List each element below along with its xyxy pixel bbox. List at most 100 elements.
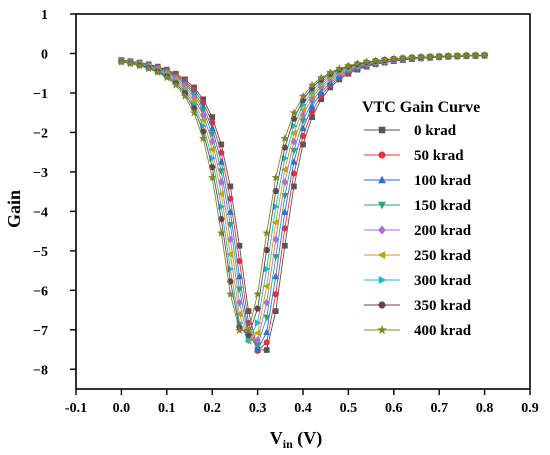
data-point xyxy=(425,51,435,61)
data-point xyxy=(291,183,297,190)
data-point xyxy=(254,305,262,312)
legend-marker xyxy=(377,201,387,210)
data-point xyxy=(208,145,216,153)
data-point xyxy=(398,53,408,62)
data-point xyxy=(281,208,289,215)
legend-label: 150 krad xyxy=(414,198,472,214)
data-point xyxy=(263,347,270,353)
data-point xyxy=(389,54,399,63)
legend-item: 150 krad xyxy=(364,198,472,214)
data-point xyxy=(343,61,353,70)
y-tick-label: −8 xyxy=(33,363,48,378)
series-layer xyxy=(116,50,490,354)
data-point xyxy=(116,57,126,66)
legend-label: 0 krad xyxy=(414,123,457,139)
data-point xyxy=(308,102,316,110)
legend-marker xyxy=(378,225,386,235)
data-point xyxy=(334,63,344,73)
data-point xyxy=(353,58,362,68)
x-tick-label: 0.6 xyxy=(385,401,403,416)
legend-label: 100 krad xyxy=(414,173,472,189)
legend-item: 250 krad xyxy=(364,248,472,264)
data-point xyxy=(198,133,208,143)
data-point xyxy=(271,219,279,227)
legend-label: 350 krad xyxy=(414,298,472,314)
data-point xyxy=(135,61,144,70)
data-point xyxy=(434,51,444,61)
legend-label: 250 krad xyxy=(414,248,472,264)
data-point xyxy=(217,168,225,176)
data-point xyxy=(208,164,216,171)
data-point xyxy=(162,73,172,82)
data-point xyxy=(416,52,426,61)
y-tick-label: −1 xyxy=(33,87,48,102)
data-point xyxy=(452,51,462,60)
y-axis-title: Gain xyxy=(4,190,24,228)
legend-marker xyxy=(378,126,386,134)
data-point xyxy=(171,80,181,90)
data-point xyxy=(254,319,262,327)
data-point xyxy=(480,50,490,59)
data-point xyxy=(208,131,216,139)
data-point xyxy=(299,106,306,114)
data-point xyxy=(325,67,335,77)
data-point xyxy=(272,254,280,261)
legend-label: 200 krad xyxy=(414,223,472,239)
data-point xyxy=(144,63,154,73)
data-point xyxy=(407,52,417,62)
data-point xyxy=(217,190,225,198)
data-point xyxy=(316,73,326,82)
data-point xyxy=(226,250,234,258)
legend-item: 350 krad xyxy=(364,298,472,314)
x-axis-title-main: V xyxy=(270,428,283,448)
data-point xyxy=(290,157,298,165)
data-point xyxy=(189,108,199,117)
data-point xyxy=(262,282,270,290)
data-point xyxy=(443,51,453,60)
legend: VTC Gain Curve 0 krad 50 krad 100 krad 150 k… xyxy=(362,99,480,339)
data-point xyxy=(462,50,471,60)
legend-item: 100 krad xyxy=(364,173,472,189)
data-point xyxy=(362,57,371,66)
legend-title: VTC Gain Curve xyxy=(362,99,480,116)
data-point xyxy=(236,258,243,265)
data-point xyxy=(235,325,244,335)
data-point xyxy=(471,50,480,60)
data-point xyxy=(281,225,288,232)
x-tick-label: 0.3 xyxy=(249,401,267,416)
data-point xyxy=(254,336,262,345)
data-point xyxy=(272,291,279,298)
data-point xyxy=(262,228,272,237)
legend-marker xyxy=(378,151,386,159)
data-point xyxy=(280,133,290,143)
legend-marker xyxy=(377,175,387,184)
data-point xyxy=(272,308,279,314)
data-point xyxy=(298,91,308,101)
data-point xyxy=(153,67,163,77)
data-point xyxy=(253,329,261,337)
data-point xyxy=(263,328,271,336)
data-point xyxy=(263,314,271,322)
legend-marker xyxy=(378,275,387,285)
x-tick-label: 0.7 xyxy=(430,401,448,416)
data-point xyxy=(299,124,307,132)
x-tick-label: 0.5 xyxy=(340,401,358,416)
series-400-krad xyxy=(116,50,490,335)
y-tick-label: −3 xyxy=(33,166,48,181)
y-tick-label: −7 xyxy=(33,324,48,339)
data-point xyxy=(217,178,225,187)
legend-label: 400 krad xyxy=(414,323,472,339)
data-point xyxy=(126,58,135,68)
data-point xyxy=(245,308,252,314)
x-tick-label: 0.4 xyxy=(294,401,312,416)
legend-item: 50 krad xyxy=(364,148,464,164)
data-point xyxy=(208,137,216,146)
data-point xyxy=(244,325,253,335)
data-point xyxy=(207,173,217,182)
data-point xyxy=(263,339,270,346)
data-point xyxy=(235,310,243,318)
data-point xyxy=(380,54,390,64)
y-tick-label: −4 xyxy=(33,205,48,220)
data-point xyxy=(253,289,263,298)
